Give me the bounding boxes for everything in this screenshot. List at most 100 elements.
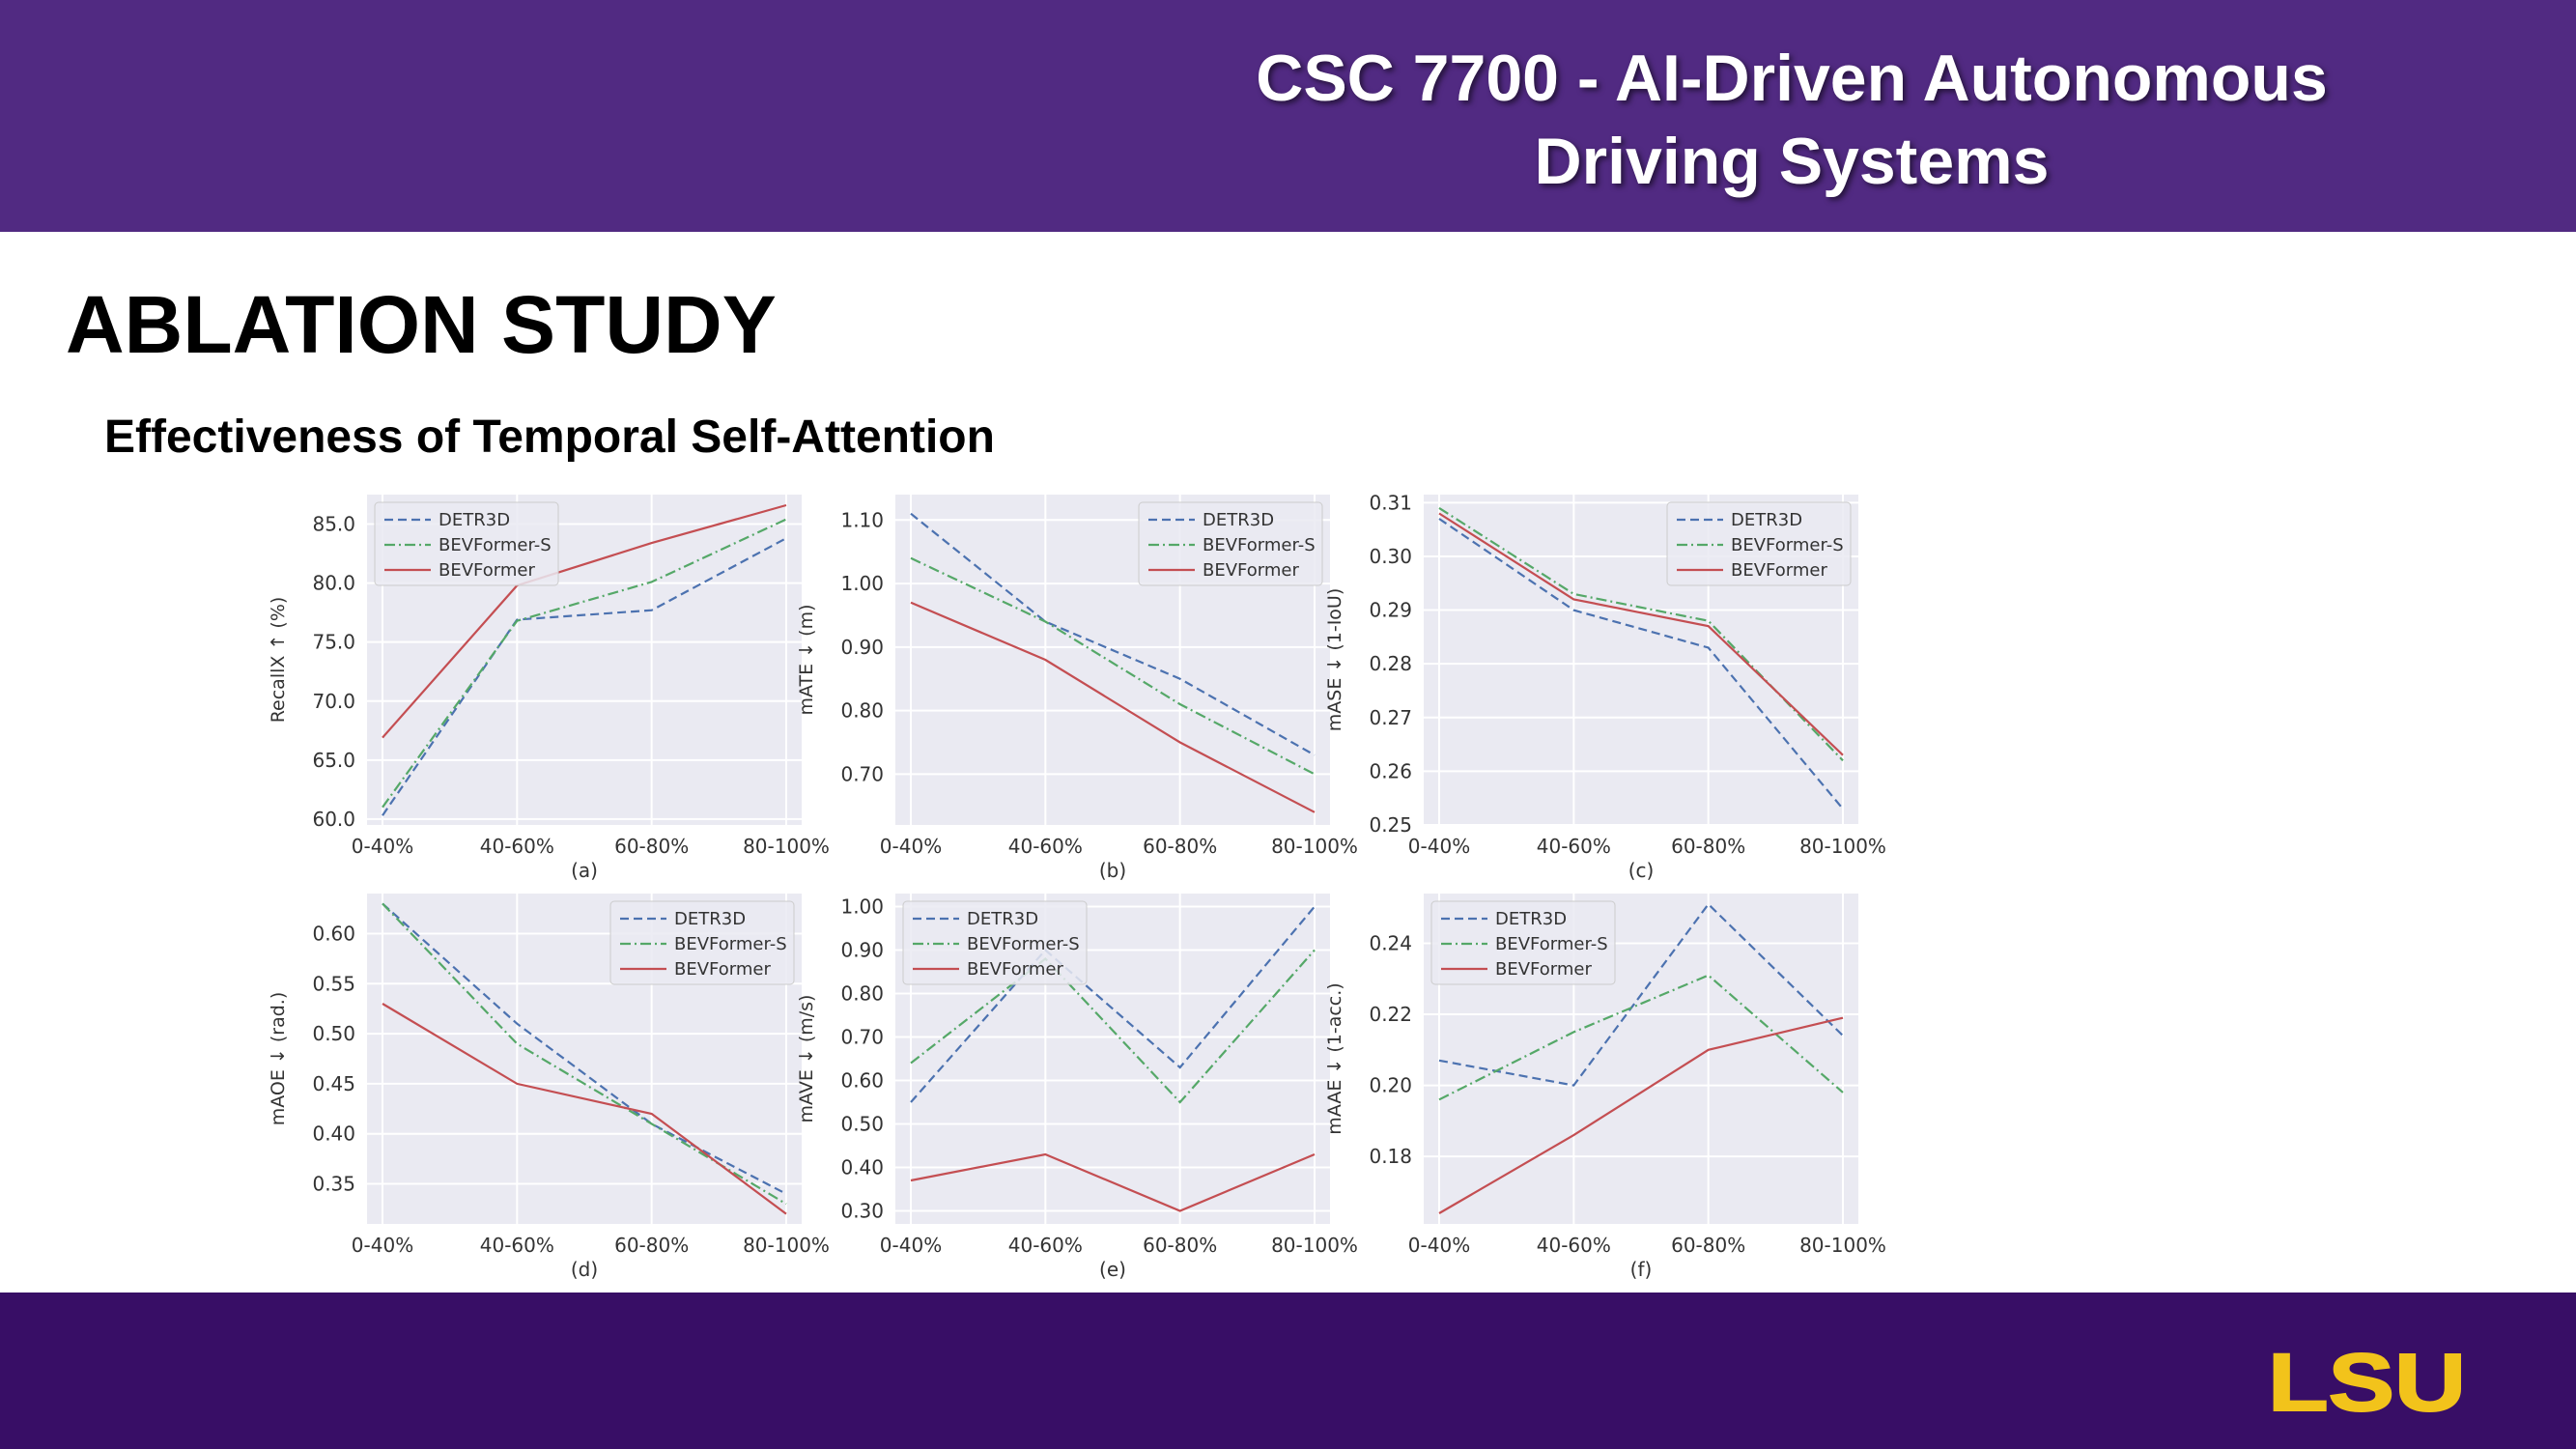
y-tick-label: 0.25 <box>1369 813 1412 837</box>
x-tick-label: 40-60% <box>1537 835 1611 858</box>
series-line <box>910 556 1316 776</box>
series-line <box>382 503 787 739</box>
legend-box <box>1138 501 1323 586</box>
y-axis-label: mASE ↓ (1-IoU) <box>1324 588 1345 731</box>
x-tick-label: 40-60% <box>480 835 554 858</box>
series-line <box>382 518 787 809</box>
x-tick-label: 0-40% <box>880 835 942 858</box>
legend-label: BEVFormer-S <box>439 535 552 555</box>
legend: DETR3D BEVFormer-S BEVFormer <box>1138 501 1323 586</box>
x-tick-label: 60-80% <box>1671 1234 1745 1257</box>
y-tick-label: 0.50 <box>840 1113 884 1136</box>
y-axis-label: mAAE ↓ (1-acc.) <box>1324 982 1345 1134</box>
y-tick-label: 0.55 <box>312 972 355 995</box>
subplot-caption: (b) <box>1099 859 1126 882</box>
series-line <box>1438 1016 1844 1214</box>
legend-label: BEVFormer <box>439 560 535 581</box>
legend-label: DETR3D <box>674 909 746 929</box>
series-line <box>1438 902 1844 1087</box>
series-line <box>910 601 1316 813</box>
slide-title: ABLATION STUDY <box>66 279 777 370</box>
y-tick-label: 0.90 <box>840 636 884 659</box>
series-line <box>382 902 787 1195</box>
chart-panel-1: 60.0 65.0 70.0 75.0 80.0 85.0 0-40% 40-60% 60-80… <box>268 495 830 882</box>
y-tick-label: 0.18 <box>1369 1145 1412 1168</box>
y-axis-label: mAOE ↓ (rad.) <box>268 992 289 1126</box>
legend-label: BEVFormer-S <box>1495 934 1608 954</box>
y-tick-label: 1.00 <box>840 895 884 919</box>
y-tick-label: 0.20 <box>1369 1074 1412 1097</box>
y-tick-label: 0.27 <box>1369 706 1412 729</box>
x-tick-label: 80-100% <box>743 835 830 858</box>
y-tick-label: 0.40 <box>312 1122 355 1146</box>
y-tick-label: 0.70 <box>840 762 884 785</box>
x-tick-label: 40-60% <box>480 1234 554 1257</box>
course-title-line1: CSC 7700 - AI-Driven Autonomous <box>1256 42 2328 115</box>
y-tick-label: 0.30 <box>840 1200 884 1223</box>
legend-label: DETR3D <box>439 510 510 530</box>
legend-label: BEVFormer-S <box>1203 535 1316 555</box>
y-axis-label: mATE ↓ (m) <box>796 605 817 716</box>
series-line <box>1438 512 1844 756</box>
legend-label: BEVFormer <box>1495 959 1592 980</box>
y-tick-label: 0.90 <box>840 939 884 962</box>
x-tick-label: 60-80% <box>614 835 689 858</box>
series-line <box>382 537 787 816</box>
y-axis-label: mAVE ↓ (m/s) <box>796 995 817 1123</box>
y-tick-label: 0.22 <box>1369 1003 1412 1026</box>
y-tick-label: 1.00 <box>840 572 884 595</box>
legend: DETR3D BEVFormer-S BEVFormer <box>1666 501 1852 586</box>
legend: DETR3D BEVFormer-S BEVFormer <box>374 501 559 586</box>
legend-label: DETR3D <box>1203 510 1274 530</box>
legend-label: DETR3D <box>967 909 1038 929</box>
y-tick-label: 0.70 <box>840 1026 884 1049</box>
series-line <box>910 512 1316 756</box>
y-axis-label: RecallX ↑ (%) <box>268 597 289 724</box>
x-tick-label: 60-80% <box>1143 1234 1217 1257</box>
series-line <box>910 1152 1316 1212</box>
chart-panel-5: 0.30 0.40 0.50 0.60 0.70 0.80 0.90 1.00 0-40% 40-… <box>796 894 1358 1281</box>
y-tick-label: 0.29 <box>1369 599 1412 622</box>
x-tick-label: 40-60% <box>1008 835 1083 858</box>
legend-label: BEVFormer-S <box>1731 535 1844 555</box>
y-tick-label: 0.60 <box>312 922 355 945</box>
x-tick-label: 60-80% <box>1671 835 1745 858</box>
subplot-caption: (d) <box>571 1258 598 1281</box>
series-line <box>1438 518 1844 810</box>
series-line <box>910 905 1316 1103</box>
subplot-caption: (a) <box>571 859 598 882</box>
legend: DETR3D BEVFormer-S BEVFormer <box>902 900 1088 985</box>
y-tick-label: 75.0 <box>312 631 355 654</box>
subplot-caption: (e) <box>1099 1258 1126 1281</box>
chart-panel-2: 0.70 0.80 0.90 1.00 1.10 0-40% 40-60% 60-80% 80-… <box>796 495 1358 882</box>
x-tick-label: 80-100% <box>1799 835 1886 858</box>
title-bar: CSC 7700 - AI-Driven Autonomous Driving … <box>0 0 2576 232</box>
x-tick-label: 0-40% <box>352 835 413 858</box>
y-tick-label: 60.0 <box>312 808 355 831</box>
legend-label: BEVFormer <box>967 959 1063 980</box>
legend-label: DETR3D <box>1495 909 1567 929</box>
y-tick-label: 70.0 <box>312 690 355 713</box>
chart-panel-6: 0.18 0.20 0.22 0.24 0-40% 40-60% 60-80% 80-100%… <box>1324 894 1886 1281</box>
legend-label: BEVFormer-S <box>967 934 1080 954</box>
x-tick-label: 80-100% <box>743 1234 830 1257</box>
y-tick-label: 0.50 <box>312 1022 355 1045</box>
y-tick-label: 80.0 <box>312 572 355 595</box>
lsu-logo-text: LSU <box>2268 1349 2466 1418</box>
subplot-caption: (c) <box>1628 859 1655 882</box>
y-tick-label: 0.80 <box>840 982 884 1006</box>
y-tick-label: 0.80 <box>840 699 884 723</box>
legend-box <box>902 900 1088 985</box>
y-tick-label: 0.26 <box>1369 759 1412 782</box>
series-line <box>382 1003 787 1215</box>
y-tick-label: 1.10 <box>840 508 884 531</box>
course-title-line2: Driving Systems <box>1534 125 2050 198</box>
y-tick-label: 85.0 <box>312 513 355 536</box>
legend-label: BEVFormer <box>674 959 771 980</box>
footer-bar <box>0 1293 2576 1449</box>
x-tick-label: 40-60% <box>1537 1234 1611 1257</box>
y-tick-label: 65.0 <box>312 749 355 772</box>
y-tick-label: 0.40 <box>840 1156 884 1179</box>
lsu-logo: LSU <box>2268 1349 2467 1418</box>
legend: DETR3D BEVFormer-S BEVFormer <box>609 900 795 985</box>
